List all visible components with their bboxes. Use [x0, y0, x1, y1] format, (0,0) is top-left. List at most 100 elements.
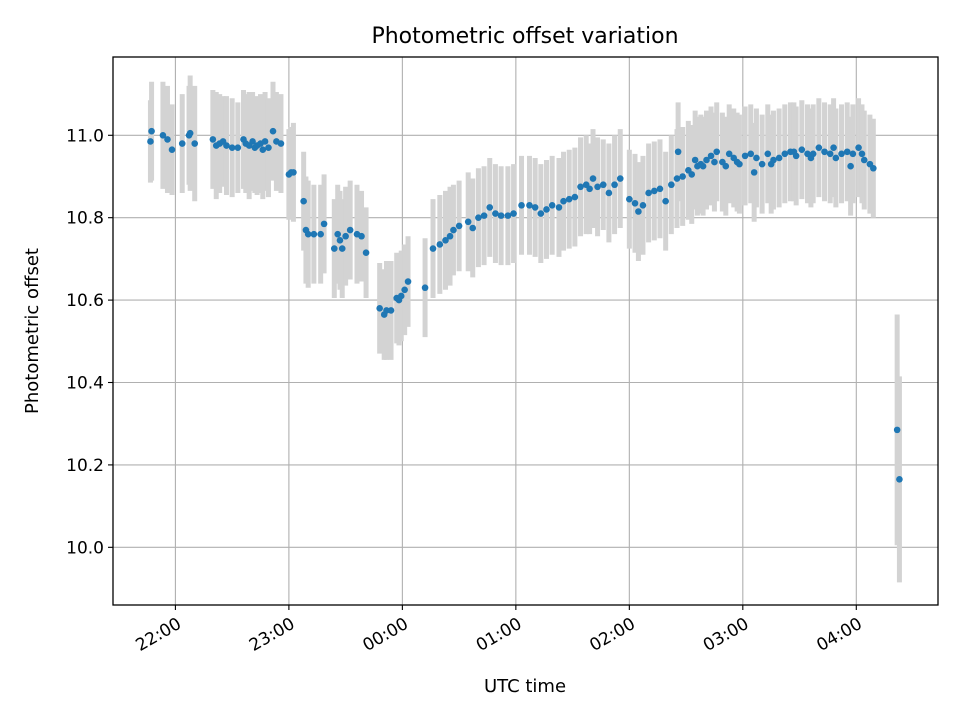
data-point-147: [830, 144, 837, 151]
data-point-7: [186, 129, 194, 137]
y-tick-label-4: 10.8: [66, 209, 104, 229]
data-point-141: [722, 162, 730, 170]
data-point-32: [300, 197, 307, 205]
data-point-91: [626, 195, 633, 203]
chart-title: Photometric offset variation: [371, 24, 678, 49]
data-point-95: [645, 189, 652, 197]
data-point-79: [560, 197, 567, 205]
x-tick-label-6: 04:00: [813, 614, 865, 656]
data-point-140: [713, 148, 721, 156]
data-point-31: [290, 169, 297, 176]
data-point-128: [826, 150, 834, 158]
data-point-36: [317, 230, 324, 238]
data-point-108: [711, 158, 718, 166]
data-point-82: [577, 183, 584, 191]
data-point-78: [555, 204, 563, 211]
data-point-92: [631, 199, 639, 207]
data-point-47: [376, 305, 383, 312]
data-point-64: [469, 224, 477, 232]
data-point-86: [594, 183, 601, 191]
plot-area-frame: [112, 56, 939, 606]
x-axis-label: UTC time: [484, 676, 566, 697]
data-point-80: [565, 195, 573, 203]
x-tick-label-5: 03:00: [700, 614, 752, 656]
data-point-123: [798, 146, 806, 154]
data-point-150: [893, 426, 901, 434]
data-point-34: [304, 230, 312, 238]
data-point-40: [336, 237, 344, 244]
y-tick-label-0: 10.0: [66, 538, 104, 558]
data-point-87: [599, 181, 607, 189]
point-layer: [147, 127, 903, 483]
data-point-59: [442, 237, 449, 244]
data-point-41: [338, 245, 346, 252]
data-point-55: [404, 278, 412, 285]
data-point-5: [178, 140, 186, 147]
data-point-46: [362, 249, 370, 257]
data-point-75: [537, 210, 545, 217]
data-point-139: [699, 162, 707, 170]
data-point-94: [639, 202, 647, 209]
data-point-39: [334, 230, 341, 238]
data-point-138: [691, 156, 699, 164]
data-point-13: [223, 142, 230, 149]
data-point-4: [168, 146, 176, 154]
data-point-144: [767, 160, 775, 168]
data-point-68: [492, 210, 499, 217]
data-point-49: [383, 307, 390, 314]
data-point-72: [518, 202, 525, 209]
data-point-45: [358, 232, 365, 240]
y-tick-label-5: 11.0: [66, 126, 104, 146]
data-point-134: [860, 156, 868, 164]
data-point-132: [849, 150, 857, 158]
data-point-14: [228, 144, 236, 151]
data-point-74: [531, 204, 539, 211]
data-point-98: [662, 197, 669, 205]
data-point-151: [896, 476, 903, 483]
data-point-53: [397, 292, 405, 300]
data-point-43: [346, 226, 354, 234]
data-point-133: [855, 144, 862, 151]
data-point-24: [261, 138, 269, 145]
data-point-99: [668, 181, 675, 189]
data-point-70: [504, 212, 512, 219]
data-point-60: [446, 232, 454, 240]
y-tick-label-1: 10.2: [66, 456, 104, 476]
x-tick-label-1: 23:00: [246, 614, 298, 656]
y-tick-label-2: 10.4: [66, 374, 104, 394]
data-point-19: [249, 138, 256, 145]
data-point-106: [703, 156, 710, 164]
data-point-114: [747, 150, 755, 158]
data-point-38: [330, 245, 338, 252]
data-point-85: [589, 175, 597, 182]
data-point-1: [148, 127, 155, 135]
data-point-116: [758, 160, 766, 168]
data-point-137: [674, 148, 682, 156]
data-point-26: [269, 127, 277, 135]
data-point-71: [510, 210, 517, 217]
data-point-110: [725, 150, 733, 158]
data-point-100: [673, 175, 681, 182]
data-point-62: [455, 222, 463, 230]
data-point-136: [870, 164, 877, 172]
data-point-0: [147, 138, 154, 145]
data-point-67: [486, 204, 494, 211]
data-point-8: [191, 140, 199, 147]
data-point-3: [164, 136, 171, 143]
data-point-9: [209, 136, 217, 143]
data-point-65: [475, 214, 482, 221]
data-point-2: [159, 131, 167, 139]
data-point-28: [277, 140, 285, 147]
data-point-23: [259, 146, 267, 154]
data-point-93: [635, 208, 642, 215]
data-point-50: [387, 307, 395, 314]
data-point-143: [750, 169, 758, 176]
data-point-107: [707, 152, 715, 160]
data-point-126: [815, 144, 823, 151]
data-point-96: [650, 187, 658, 195]
data-point-117: [764, 150, 772, 158]
data-point-63: [464, 218, 472, 226]
data-point-76: [543, 206, 550, 213]
data-point-146: [807, 154, 815, 162]
